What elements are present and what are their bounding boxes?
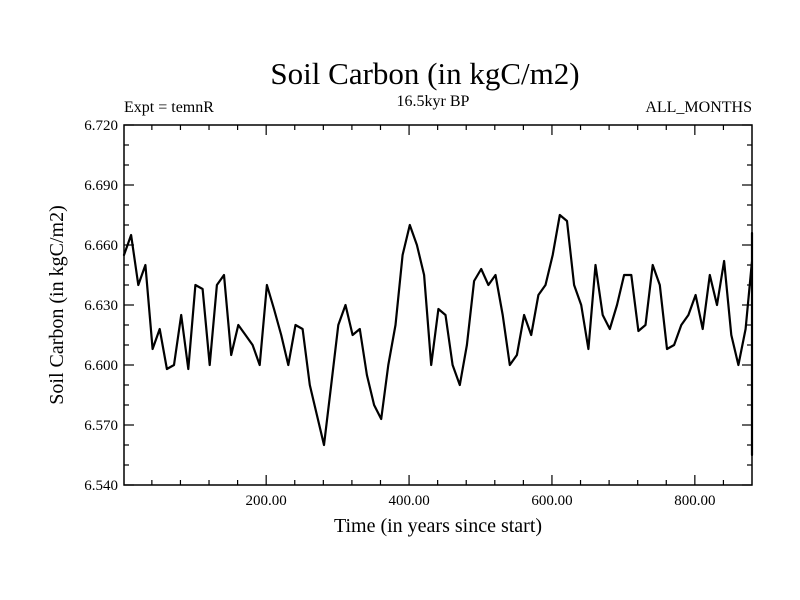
y-tick-label: 6.600 xyxy=(84,358,118,374)
y-tick-labels: 6.540 6.570 6.600 6.630 6.660 6.690 6.720 xyxy=(84,118,118,494)
subtitle-center: 16.5kyr BP xyxy=(397,93,470,110)
x-tick-label: 200.00 xyxy=(246,493,287,509)
y-tick-label: 6.570 xyxy=(84,418,118,434)
series-line xyxy=(122,213,754,457)
x-tick-label: 800.00 xyxy=(674,493,715,509)
y-axis-label: Soil Carbon (in kgC/m2) xyxy=(46,205,68,404)
y-tick-label: 6.660 xyxy=(84,238,118,254)
y-tick-label: 6.540 xyxy=(84,478,118,494)
plot-frame xyxy=(123,124,753,486)
x-tick-label: 600.00 xyxy=(531,493,572,509)
x-tick-label: 400.00 xyxy=(388,493,429,509)
axis-ticks xyxy=(124,124,752,486)
y-tick-label: 6.630 xyxy=(84,298,118,314)
x-axis-label: Time (in years since start) xyxy=(334,515,542,537)
y-tick-label: 6.690 xyxy=(84,178,118,194)
y-tick-label: 6.720 xyxy=(84,118,118,134)
x-tick-labels: 200.00 400.00 600.00 800.00 xyxy=(246,493,716,509)
subtitle-right: ALL_MONTHS xyxy=(645,99,752,116)
chart-title: Soil Carbon (in kgC/m2) xyxy=(270,56,579,91)
subtitle-left: Expt = temnR xyxy=(124,99,214,116)
